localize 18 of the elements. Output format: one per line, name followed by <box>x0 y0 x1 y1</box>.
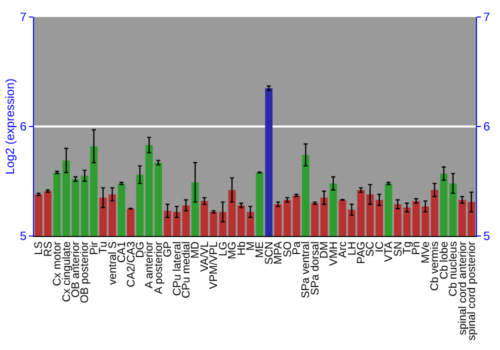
y-tick-label: 7 <box>20 10 27 24</box>
y2-tick-label: 6 <box>483 120 490 134</box>
x-tick-label: IC <box>374 241 386 252</box>
y-axis-title: Log2 (expression) <box>3 78 18 175</box>
x-tick-label: SN <box>392 241 404 257</box>
x-tick-label: SO <box>282 240 294 258</box>
x-tick-label: Cb lobe <box>438 241 450 280</box>
y2-tick-label: 7 <box>483 10 490 24</box>
x-tick-label: GP <box>162 241 174 258</box>
y-tick-label: 6 <box>20 120 27 134</box>
y-tick-label: 5 <box>20 229 27 244</box>
x-tick-label: SCN <box>263 241 276 265</box>
x-tick-label: RS <box>42 241 54 257</box>
y2-tick-label: 5 <box>483 229 490 244</box>
x-tick-label: PAG <box>355 241 368 264</box>
x-tick-label: DG <box>134 241 146 258</box>
x-tick-label: SPa dorsal <box>309 241 322 296</box>
x-tick-label: Arc <box>337 240 350 258</box>
